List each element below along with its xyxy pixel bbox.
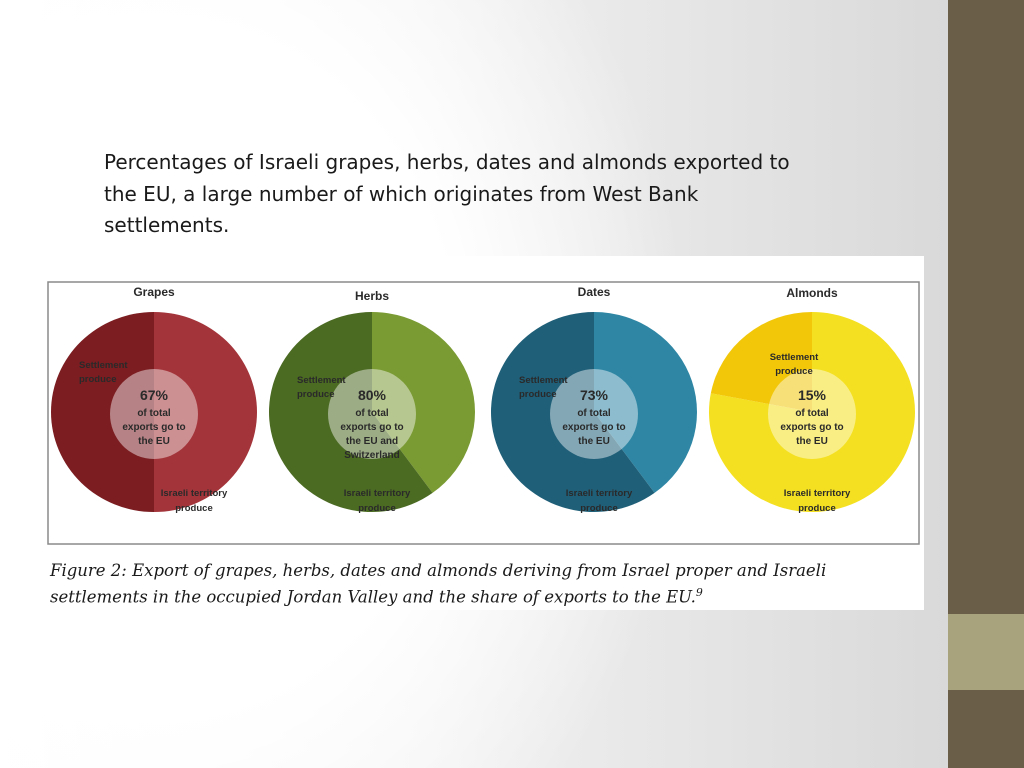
almonds-title: Almonds [786, 286, 838, 300]
donut-charts: Grapes 67% of total exports go to the EU Sett… [47, 281, 920, 545]
dates-settlement-slice [490, 312, 655, 512]
herbs-center-line: exports go to [340, 422, 403, 433]
dates-israeli-label: produce [580, 503, 617, 514]
figure-frame [47, 281, 920, 545]
herbs-center-line: of total [355, 408, 389, 419]
almonds-settlement-label: Settlement [770, 352, 819, 363]
herbs-settlement-label: Settlement [297, 375, 346, 386]
figure-caption: Figure 2: Export of grapes, herbs, dates… [50, 560, 922, 609]
dates-title: Dates [578, 285, 611, 299]
dates-center-line: of total [577, 408, 611, 419]
almonds-center-line: of total [795, 408, 829, 419]
grapes-center-line: of total [137, 408, 171, 419]
dates-israeli-label: Israeli territory [566, 488, 633, 499]
grapes-israeli-slice [154, 312, 257, 512]
grapes-title: Grapes [133, 285, 175, 299]
figure-caption-ref: 9 [695, 586, 703, 599]
herbs-center-line: the EU and [346, 436, 398, 447]
grapes-center-circle [110, 369, 198, 459]
slide-caption: Percentages of Israeli grapes, herbs, da… [104, 150, 790, 237]
dates-center-circle [550, 369, 638, 459]
almonds-eu-share: 15% [798, 387, 827, 403]
almonds-center-circle [768, 369, 856, 459]
dates-settlement-label: Settlement [519, 375, 568, 386]
grapes-settlement-label: produce [79, 374, 116, 385]
dates-center-line: exports go to [562, 422, 625, 433]
herbs-center-line: Switzerland [344, 450, 400, 461]
grapes-center-line: exports go to [122, 422, 185, 433]
dates-eu-share: 73% [580, 387, 609, 403]
almonds-israeli-slice [708, 312, 915, 512]
dates-settlement-label: produce [519, 389, 556, 400]
herbs-title: Herbs [355, 289, 389, 303]
slide-sidebar-accent [948, 614, 1024, 690]
herbs-israeli-slice [372, 312, 475, 493]
herbs-eu-share: 80% [358, 387, 387, 403]
herbs-israeli-label: Israeli territory [344, 488, 411, 499]
grapes-settlement-slice [51, 312, 154, 512]
grapes-eu-share: 67% [140, 387, 169, 403]
herbs-israeli-label: produce [358, 503, 395, 514]
grapes-settlement-label: Settlement [79, 360, 128, 371]
figure-caption-text: Figure 2: Export of grapes, herbs, dates… [50, 561, 827, 607]
almonds-settlement-label: produce [775, 366, 812, 377]
dates-center-line: the EU [578, 436, 610, 447]
almonds-center-line: exports go to [780, 422, 843, 433]
almonds-settlement-slice [710, 312, 812, 412]
grapes-israeli-label: produce [175, 503, 212, 514]
almonds-israeli-label: produce [798, 503, 835, 514]
figure: Grapes 67% of total exports go to the EU Sett… [42, 256, 924, 610]
herbs-settlement-label: produce [297, 389, 334, 400]
almonds-center-line: the EU [796, 436, 828, 447]
almonds-israeli-label: Israeli territory [784, 488, 851, 499]
dates-israeli-slice [594, 312, 697, 493]
grapes-israeli-label: Israeli territory [161, 488, 228, 499]
herbs-settlement-slice [268, 312, 433, 512]
herbs-center-circle [328, 369, 416, 459]
grapes-center-line: the EU [138, 436, 170, 447]
